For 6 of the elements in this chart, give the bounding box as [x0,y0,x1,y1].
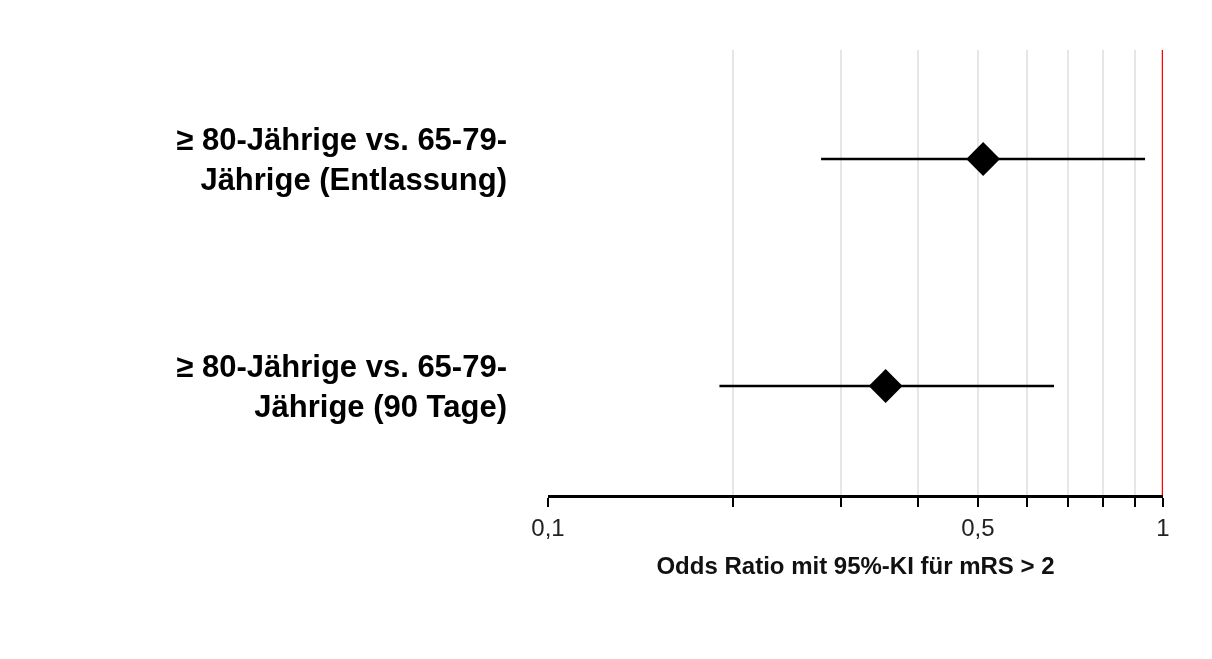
x-tick-label: 0,1 [531,513,565,541]
x-axis-title: Odds Ratio mit 95%-KI für mRS > 2 [656,551,1055,579]
y-tick-label: ≥ 80-Jährige vs. 65-79-Jährige (Entlassung) [176,121,507,197]
x-tick-label: 1 [1156,513,1170,541]
y-tick-label: ≥ 80-Jährige vs. 65-79-Jährige (90 Tage) [176,348,507,425]
x-tick-label: 0,5 [961,513,995,541]
